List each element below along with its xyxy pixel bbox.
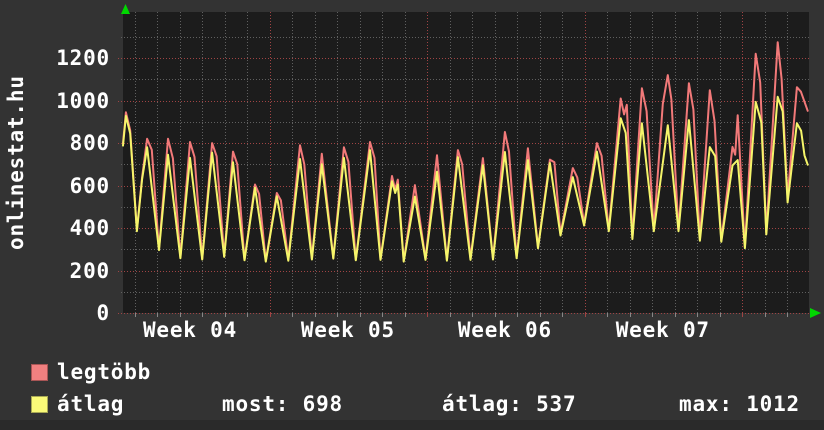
stat-max: max: 1012 <box>679 392 800 416</box>
y-tick-label: 800 <box>69 131 110 156</box>
bottom-edge <box>0 420 824 430</box>
y-tick-label: 200 <box>69 258 110 283</box>
y-tick-label: 600 <box>69 173 110 198</box>
watermark-text: onlinestat.hu <box>4 75 28 250</box>
legend-swatch-legtobb <box>31 364 48 381</box>
stat-atlag: átlag: 537 <box>442 392 577 416</box>
legend-label-legtobb: legtöbb <box>57 360 152 384</box>
x-tick-label: Week 06 <box>457 318 552 342</box>
y-tick-label: 1000 <box>56 88 110 113</box>
y-tick-label: 400 <box>69 216 110 241</box>
y-axis-labels: 0 200 400 600 800 1000 1200 <box>40 0 110 430</box>
y-tick-label: 1200 <box>56 46 110 71</box>
x-tick-label: Week 07 <box>615 318 710 342</box>
y-tick-label: 0 <box>96 301 110 325</box>
legend-swatch-atlag <box>31 396 48 413</box>
legend-label-atlag: átlag <box>57 392 125 416</box>
x-axis-labels: Week 04 Week 05 Week 06 Week 07 <box>0 319 824 343</box>
x-tick-label: Week 04 <box>142 318 238 342</box>
x-tick-label: Week 05 <box>300 318 395 342</box>
stat-most: most: 698 <box>222 392 343 416</box>
